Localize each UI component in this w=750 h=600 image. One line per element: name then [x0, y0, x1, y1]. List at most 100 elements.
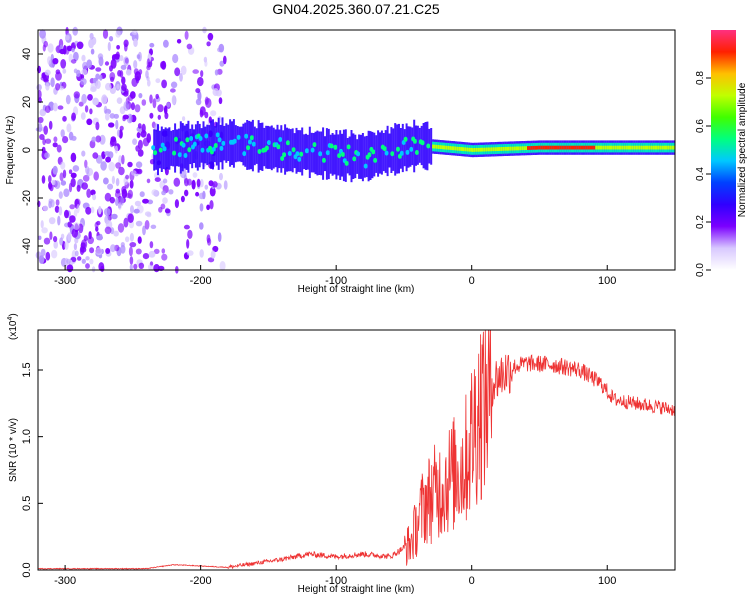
- spectrogram-speckle: [116, 129, 121, 137]
- figure-title: GN04.2025.360.07.21.C25: [272, 1, 440, 17]
- colorbar-tick-label: 0.0: [695, 263, 706, 277]
- spectrogram-speckle: [96, 220, 101, 226]
- spectrogram-speckle: [42, 205, 49, 212]
- spectrogram-speckle: [69, 215, 76, 223]
- spectrogram-speckle: [66, 45, 73, 52]
- spectrogram-speckle: [45, 82, 50, 91]
- spectrogram-speckle: [55, 199, 60, 206]
- spectrogram-speckle: [37, 235, 42, 240]
- spectrogram-speckle: [99, 74, 103, 81]
- spectrogram-speckle: [59, 237, 64, 246]
- spectrogram-speckle: [145, 70, 149, 79]
- spectrogram-speckle: [206, 204, 211, 211]
- band-peak: [500, 147, 503, 151]
- band-blob: [153, 150, 158, 156]
- band-envelope: [354, 134, 357, 179]
- band-peak: [644, 145, 647, 150]
- band-blob: [198, 136, 203, 141]
- spectrogram-speckle: [71, 47, 75, 53]
- band-peak: [654, 145, 657, 150]
- spectrogram-speckle: [66, 264, 74, 273]
- band-envelope: [344, 129, 347, 182]
- spectrogram-speckle: [186, 178, 192, 186]
- band-peak: [597, 145, 600, 150]
- band-peak: [591, 145, 594, 150]
- spectrogram-speckle: [60, 59, 67, 69]
- band-envelope: [242, 123, 245, 166]
- band-blob: [426, 143, 431, 149]
- spectrogram-speckle: [117, 202, 122, 210]
- spectrogram-speckle: [97, 53, 104, 60]
- spectrogram-speckle: [65, 34, 70, 41]
- spectrogram-speckle: [67, 221, 72, 228]
- spectrogram-speckle: [135, 220, 143, 227]
- spectrogram-speckle: [117, 223, 125, 233]
- spectrogram-speckle: [136, 126, 144, 133]
- spectrogram-speckle: [81, 54, 86, 62]
- spectrogram-speckle: [144, 220, 150, 230]
- band-peak: [534, 145, 537, 150]
- band-peak: [657, 145, 660, 150]
- band-envelope: [227, 124, 230, 161]
- spectrogram-x-tick-label: -100: [325, 275, 347, 287]
- band-envelope: [316, 130, 319, 176]
- spectrogram-speckle: [86, 59, 93, 69]
- band-peak: [515, 146, 518, 151]
- spectrogram-speckle: [129, 91, 136, 99]
- band-peak: [585, 145, 588, 150]
- band-peak: [566, 145, 569, 150]
- band-peak: [637, 145, 640, 150]
- band-peak: [483, 147, 486, 152]
- band-peak: [468, 147, 471, 152]
- band-blob: [192, 141, 197, 147]
- band-envelope: [399, 128, 402, 169]
- spectrogram-speckle: [219, 172, 223, 181]
- spectrogram-speckle: [41, 175, 46, 184]
- band-blob: [158, 147, 163, 153]
- band-peak: [671, 145, 674, 150]
- band-blob: [414, 150, 419, 155]
- spectrogram-speckle: [148, 264, 152, 270]
- spectrogram-speckle: [71, 112, 76, 121]
- snr-x-tick-label: -300: [54, 575, 76, 587]
- band-envelope: [350, 130, 353, 183]
- band-peak: [559, 145, 562, 150]
- band-peak: [451, 146, 454, 151]
- band-peak: [587, 145, 590, 150]
- band-envelope: [282, 130, 285, 169]
- spectrogram-speckle: [130, 102, 135, 111]
- band-envelope: [420, 125, 423, 166]
- band-blob: [185, 137, 190, 143]
- spectrogram-speckle: [155, 93, 159, 100]
- spectrogram-speckle: [85, 263, 90, 269]
- spectrogram-speckle: [59, 85, 64, 91]
- spectrogram-speckle: [125, 69, 132, 76]
- spectrogram-speckle: [207, 32, 214, 41]
- spectrogram-speckle: [41, 227, 48, 234]
- spectrogram-speckle: [57, 105, 64, 110]
- spectrogram-speckle: [127, 213, 134, 223]
- band-envelope: [240, 126, 243, 163]
- colorbar-tick-label: 0.2: [695, 215, 706, 229]
- spectrogram-speckle: [81, 182, 88, 190]
- band-peak: [449, 146, 452, 150]
- band-peak: [606, 145, 609, 150]
- spectrogram-speckle: [127, 161, 133, 168]
- spectrogram-speckle: [92, 194, 97, 201]
- spectrogram-speckle: [206, 234, 211, 244]
- band-envelope: [418, 127, 421, 163]
- spectrogram-speckle: [45, 138, 52, 144]
- band-blob: [325, 150, 330, 156]
- band-envelope: [390, 127, 393, 173]
- band-envelope: [430, 128, 433, 165]
- spectrogram-speckle: [100, 161, 107, 171]
- band-peak: [435, 144, 438, 149]
- band-peak: [673, 145, 676, 150]
- band-peak: [490, 147, 493, 152]
- spectrogram-speckle: [64, 209, 69, 219]
- spectrogram-speckle: [146, 133, 151, 144]
- band-blob: [356, 151, 361, 157]
- spectrogram-speckle: [42, 138, 46, 146]
- band-peak: [663, 145, 666, 150]
- band-peak: [525, 146, 528, 150]
